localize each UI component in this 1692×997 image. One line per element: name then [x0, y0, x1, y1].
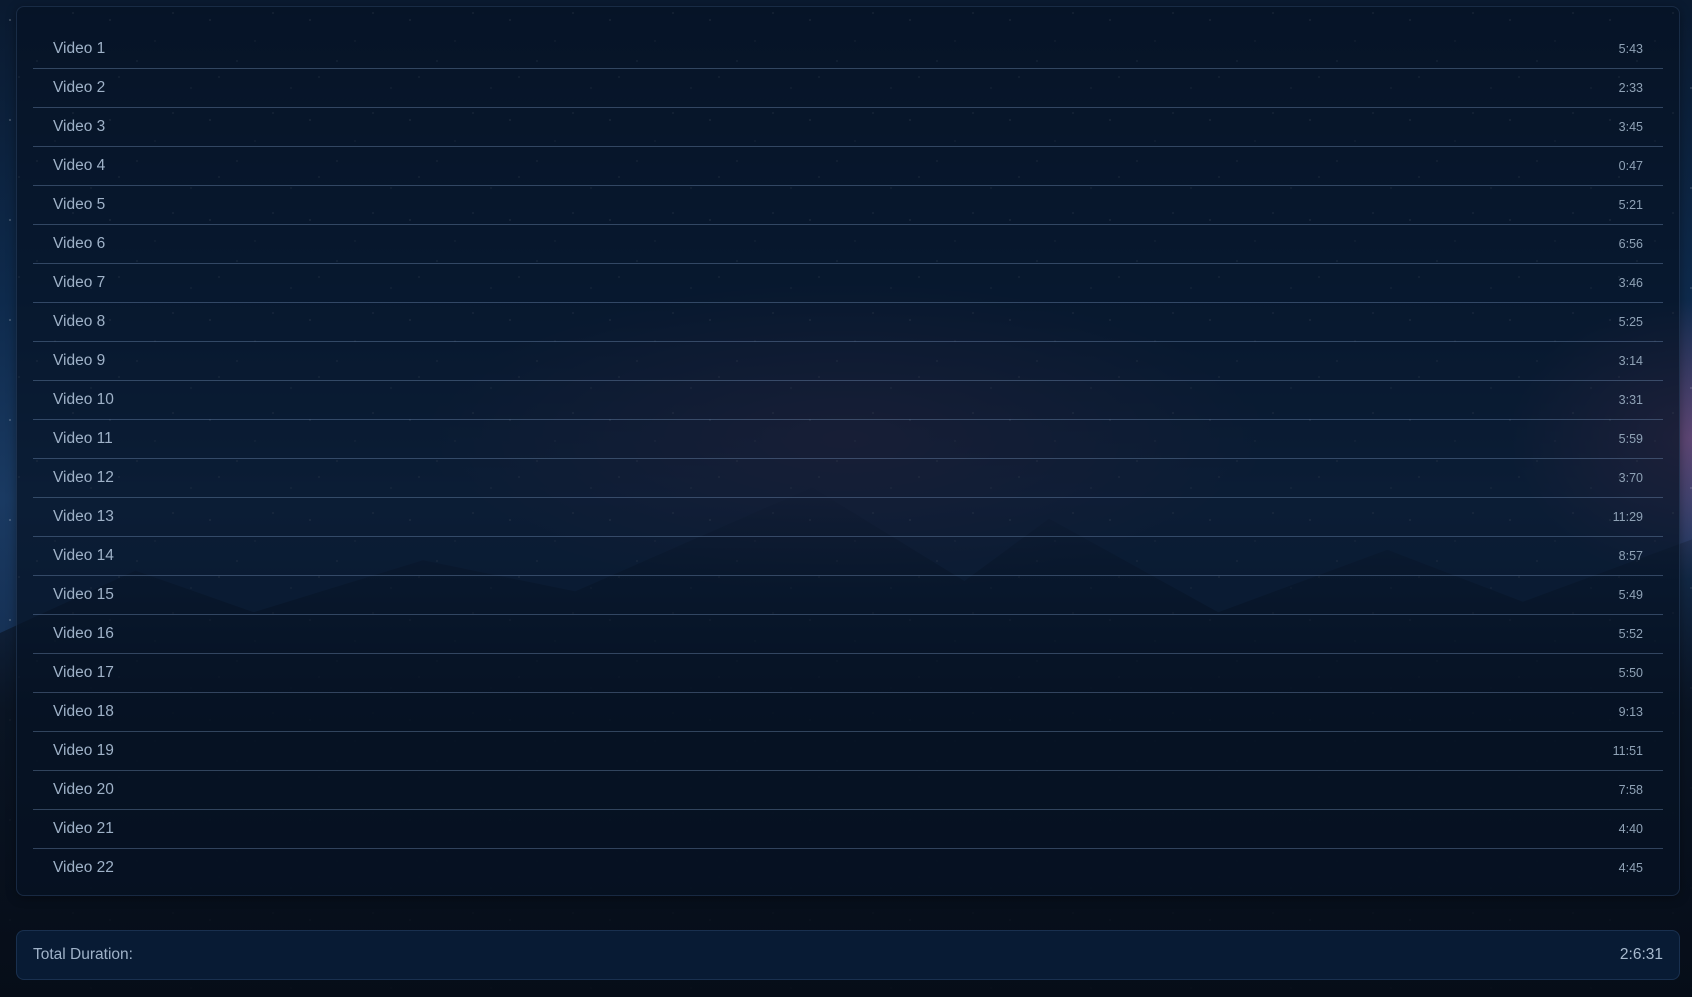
- total-duration-value: 2:6:31: [1619, 946, 1663, 963]
- video-duration: 5:59: [1618, 432, 1643, 446]
- playlist-row[interactable]: Video 21 4:40: [33, 810, 1663, 849]
- playlist-row[interactable]: Video 19 11:51: [33, 732, 1663, 771]
- playlist-row[interactable]: Video 8 5:25: [33, 303, 1663, 342]
- video-duration: 5:52: [1618, 627, 1643, 641]
- playlist-row[interactable]: Video 6 6:56: [33, 225, 1663, 264]
- playlist-row[interactable]: Video 16 5:52: [33, 615, 1663, 654]
- playlist-row[interactable]: Video 10 3:31: [33, 381, 1663, 420]
- video-title: Video 4: [53, 157, 106, 174]
- video-duration: 3:45: [1618, 120, 1643, 134]
- video-title: Video 16: [53, 625, 114, 642]
- video-duration: 3:31: [1618, 393, 1643, 407]
- playlist-row[interactable]: Video 11 5:59: [33, 420, 1663, 459]
- playlist-row[interactable]: Video 12 3:70: [33, 459, 1663, 498]
- playlist-row[interactable]: Video 5 5:21: [33, 186, 1663, 225]
- video-duration: 0:47: [1618, 159, 1643, 173]
- video-duration: 5:25: [1618, 315, 1643, 329]
- video-title: Video 11: [53, 430, 113, 447]
- video-title: Video 17: [53, 664, 114, 681]
- video-duration: 4:40: [1618, 822, 1643, 836]
- video-title: Video 19: [53, 742, 114, 759]
- video-title: Video 15: [53, 586, 114, 603]
- video-title: Video 12: [53, 469, 114, 486]
- video-title: Video 9: [53, 352, 106, 369]
- total-duration-label: Total Duration:: [33, 946, 133, 963]
- playlist-row[interactable]: Video 2 2:33: [33, 69, 1663, 108]
- video-duration: 9:13: [1618, 705, 1643, 719]
- video-duration: 3:46: [1618, 276, 1643, 290]
- video-title: Video 14: [53, 547, 114, 564]
- playlist-row[interactable]: Video 7 3:46: [33, 264, 1663, 303]
- video-title: Video 2: [53, 79, 106, 96]
- video-title: Video 6: [53, 235, 106, 252]
- video-title: Video 7: [53, 274, 106, 291]
- video-duration: 3:70: [1618, 471, 1643, 485]
- playlist-row[interactable]: Video 17 5:50: [33, 654, 1663, 693]
- video-title: Video 13: [53, 508, 114, 525]
- video-duration: 7:58: [1618, 783, 1643, 797]
- video-title: Video 22: [53, 859, 114, 876]
- playlist-row[interactable]: Video 9 3:14: [33, 342, 1663, 381]
- video-duration: 5:50: [1618, 666, 1643, 680]
- playlist-row[interactable]: Video 3 3:45: [33, 108, 1663, 147]
- playlist-row[interactable]: Video 15 5:49: [33, 576, 1663, 615]
- playlist-row[interactable]: Video 18 9:13: [33, 693, 1663, 732]
- video-title: Video 8: [53, 313, 106, 330]
- video-title: Video 20: [53, 781, 114, 798]
- video-duration: 4:45: [1618, 861, 1643, 875]
- video-title: Video 18: [53, 703, 114, 720]
- video-duration: 6:56: [1618, 237, 1643, 251]
- playlist-row[interactable]: Video 20 7:58: [33, 771, 1663, 810]
- video-duration: 5:21: [1618, 198, 1643, 212]
- video-title: Video 1: [53, 40, 106, 57]
- video-title: Video 21: [53, 820, 114, 837]
- video-title: Video 5: [53, 196, 106, 213]
- video-title: Video 10: [53, 391, 114, 408]
- video-duration: 11:51: [1612, 744, 1643, 758]
- video-duration: 3:14: [1618, 354, 1643, 368]
- total-duration-bar: Total Duration: 2:6:31: [16, 930, 1680, 980]
- playlist-row[interactable]: Video 14 8:57: [33, 537, 1663, 576]
- video-title: Video 3: [53, 118, 106, 135]
- playlist-row[interactable]: Video 1 5:43: [33, 30, 1663, 69]
- playlist-row[interactable]: Video 13 11:29: [33, 498, 1663, 537]
- video-duration: 2:33: [1618, 81, 1643, 95]
- playlist-list: Video 1 5:43 Video 2 2:33 Video 3 3:45 Video 4…: [33, 30, 1663, 887]
- video-duration: 11:29: [1612, 510, 1643, 524]
- playlist-panel: Video 1 5:43 Video 2 2:33 Video 3 3:45 Video 4…: [16, 6, 1680, 896]
- video-duration: 5:49: [1618, 588, 1643, 602]
- playlist-row[interactable]: Video 22 4:45: [33, 849, 1663, 887]
- video-duration: 8:57: [1618, 549, 1643, 563]
- video-duration: 5:43: [1618, 42, 1643, 56]
- playlist-row[interactable]: Video 4 0:47: [33, 147, 1663, 186]
